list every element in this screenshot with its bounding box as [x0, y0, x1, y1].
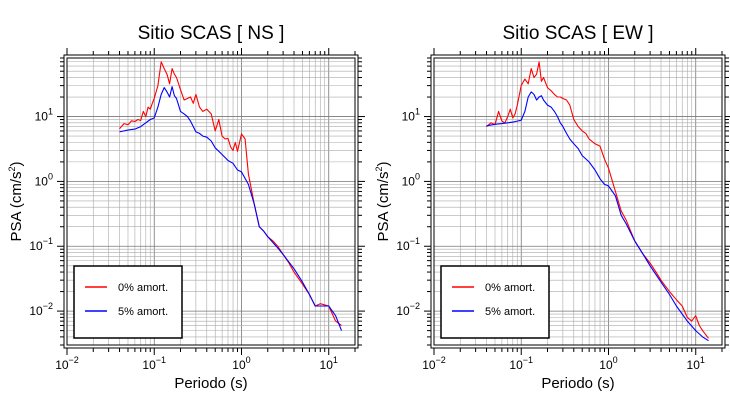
axes-frame-outer: [63, 54, 359, 349]
chart-panel-ns: 10−2 10−1 100 101 10−2 10−1 100 101 Sitio SCAS […: [7, 23, 365, 392]
y-tick-label: 10−1: [396, 236, 420, 253]
legend-label: 0% amort.: [118, 282, 168, 294]
x-axis-label: Periodo (s): [174, 375, 247, 392]
x-tick-label: 101: [687, 355, 705, 372]
x-tick-label: 10−1: [142, 355, 166, 372]
series-line: [486, 61, 709, 339]
y-axis-label: PSA (cm/s2): [7, 161, 25, 241]
y-tick-label: 101: [402, 107, 420, 124]
y-tick-label: 10−2: [396, 301, 420, 318]
x-tick-label: 100: [599, 355, 617, 372]
legend: 0% amort. 5% amort.: [440, 265, 550, 339]
x-tick-label: 100: [232, 355, 250, 372]
y-axis-label: PSA (cm/s2): [374, 161, 392, 241]
y-tick-label: 100: [35, 171, 53, 188]
legend-label: 5% amort.: [485, 306, 535, 318]
legend-label: 0% amort.: [485, 282, 535, 294]
x-tick-label: 10−2: [55, 355, 79, 372]
series-line: [119, 61, 342, 326]
x-tick-label: 10−1: [509, 355, 533, 372]
legend: 0% amort. 5% amort.: [73, 265, 183, 339]
x-tick-label: 101: [320, 355, 338, 372]
legend-label: 5% amort.: [118, 306, 168, 318]
chart-panel-ew: 10−2 10−1 100 101 10−2 10−1 100 101 Sitio SCAS […: [374, 23, 730, 392]
axes-frame: [433, 57, 723, 346]
y-tick-label: 100: [402, 171, 420, 188]
chart-title: Sitio SCAS [ NS ]: [138, 23, 285, 44]
x-tick-label: 10−2: [422, 355, 446, 372]
y-tick-label: 10−2: [29, 301, 53, 318]
y-tick-label: 101: [35, 107, 53, 124]
x-axis-label: Periodo (s): [541, 375, 614, 392]
axes-frame-outer: [430, 54, 726, 349]
legend-box: [440, 265, 550, 339]
legend-box: [73, 265, 183, 339]
chart-title: Sitio SCAS [ EW ]: [503, 23, 654, 44]
y-tick-label: 10−1: [29, 236, 53, 253]
series-line: [486, 91, 709, 342]
grid: [67, 58, 355, 345]
series-line: [119, 86, 343, 331]
axes-frame: [66, 57, 356, 346]
